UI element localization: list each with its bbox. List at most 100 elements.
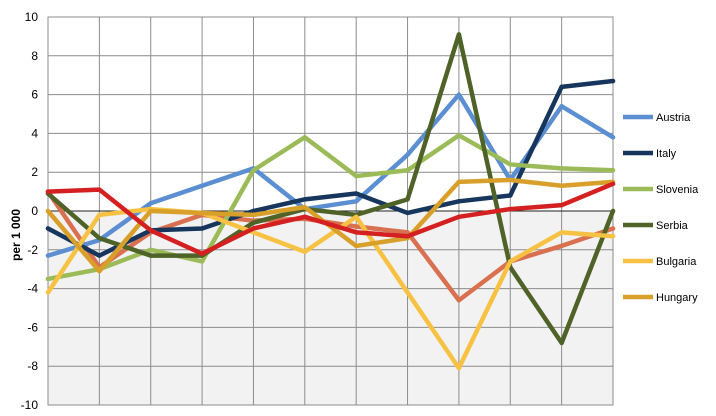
y-tick-label: 4 xyxy=(31,126,38,140)
y-tick-label: -4 xyxy=(27,282,38,296)
data-point xyxy=(302,249,308,254)
data-point xyxy=(508,193,513,198)
data-point xyxy=(97,212,102,218)
data-point xyxy=(251,212,256,218)
data-point xyxy=(508,177,513,183)
data-point xyxy=(559,230,564,235)
data-point xyxy=(148,247,153,252)
data-point xyxy=(456,214,462,220)
y-axis-label: per 1 000 xyxy=(9,209,23,261)
data-point xyxy=(405,152,410,157)
data-point xyxy=(559,340,564,346)
y-tick-label: 8 xyxy=(31,49,38,63)
data-point xyxy=(610,181,616,187)
legend-item-italy: Italy xyxy=(623,148,677,160)
data-point xyxy=(251,208,256,214)
data-point xyxy=(97,235,102,241)
data-point xyxy=(45,226,51,231)
data-point xyxy=(148,228,153,233)
data-point xyxy=(353,224,359,229)
y-tick-label: 6 xyxy=(31,88,38,102)
data-point xyxy=(610,226,616,231)
data-point xyxy=(353,191,359,196)
series-line xyxy=(45,78,616,258)
negative-region xyxy=(48,211,613,405)
data-point xyxy=(353,199,359,204)
data-point xyxy=(251,220,256,225)
data-point xyxy=(45,253,51,258)
data-point xyxy=(559,243,564,249)
data-point xyxy=(302,197,308,202)
data-point xyxy=(508,259,513,264)
data-point xyxy=(405,210,410,216)
data-point xyxy=(251,168,256,173)
series-italy xyxy=(45,78,616,258)
series-line xyxy=(45,181,616,256)
data-point xyxy=(508,206,513,212)
data-point xyxy=(456,92,462,97)
data-point xyxy=(97,253,102,258)
data-point xyxy=(148,253,153,258)
data-point xyxy=(405,290,410,295)
data-point xyxy=(353,230,359,235)
data-point xyxy=(559,202,564,208)
data-point xyxy=(45,208,51,214)
series-line xyxy=(45,206,616,371)
data-point xyxy=(353,214,359,220)
y-tick-label: 10 xyxy=(25,10,39,24)
y-tick-label: -8 xyxy=(27,359,38,373)
data-point xyxy=(302,204,308,210)
data-point xyxy=(610,135,616,140)
data-point xyxy=(610,78,616,84)
data-point xyxy=(456,32,462,37)
series-unlabeled-7 xyxy=(45,181,616,256)
data-point xyxy=(199,251,205,256)
data-point xyxy=(302,214,308,220)
data-point xyxy=(97,268,102,274)
data-point xyxy=(610,208,616,214)
legend-label: Serbia xyxy=(656,220,689,232)
data-point xyxy=(405,168,410,173)
legend-item-hungary: Hungary xyxy=(623,292,698,304)
data-point xyxy=(405,197,410,202)
y-tick-label: -6 xyxy=(27,320,38,334)
data-point xyxy=(610,168,616,173)
y-tick-label: 2 xyxy=(31,165,38,179)
data-point xyxy=(610,234,616,239)
data-point xyxy=(456,365,462,371)
data-point xyxy=(456,133,462,138)
data-point xyxy=(199,259,205,264)
y-tick-label: -2 xyxy=(27,243,38,257)
legend-label: Italy xyxy=(656,148,677,160)
data-point xyxy=(559,104,564,109)
data-point xyxy=(251,226,256,231)
series-line xyxy=(45,32,616,346)
data-point xyxy=(405,234,410,239)
data-point xyxy=(97,187,102,192)
data-point xyxy=(456,179,462,185)
data-point xyxy=(199,210,205,216)
legend-item-bulgaria: Bulgaria xyxy=(623,256,697,268)
legend-label: Slovenia xyxy=(656,184,699,196)
data-point xyxy=(508,162,513,167)
data-point xyxy=(456,298,462,303)
data-point xyxy=(353,243,359,249)
y-tick-label: -10 xyxy=(21,398,39,412)
data-point xyxy=(148,201,153,206)
data-point xyxy=(199,226,205,231)
legend-item-austria: Austria xyxy=(623,112,691,124)
data-point xyxy=(353,173,359,179)
legend-item-slovenia: Slovenia xyxy=(623,184,699,196)
data-point xyxy=(559,166,564,171)
data-point xyxy=(45,189,51,194)
data-point xyxy=(199,183,205,188)
legend-label: Bulgaria xyxy=(656,256,697,268)
data-point xyxy=(559,183,564,188)
legend-item-serbia: Serbia xyxy=(623,220,689,232)
legend-label: Hungary xyxy=(656,292,698,304)
data-point xyxy=(456,199,462,204)
data-point xyxy=(45,290,51,295)
legend-label: Austria xyxy=(656,112,691,124)
data-point xyxy=(148,208,153,214)
